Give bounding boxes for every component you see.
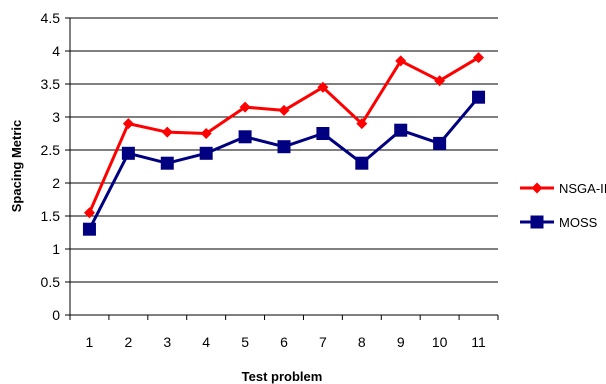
y-tick-label: 1.5 bbox=[41, 208, 61, 224]
data-point-square bbox=[433, 136, 447, 150]
data-point-square bbox=[316, 127, 330, 140]
y-tick-label: 4 bbox=[52, 43, 60, 59]
x-tick-label: 5 bbox=[241, 334, 249, 350]
data-point-diamond bbox=[83, 207, 95, 219]
x-tick-label: 1 bbox=[86, 334, 94, 350]
y-tick-label: 1 bbox=[52, 241, 60, 257]
series-nsga-ii bbox=[83, 52, 485, 219]
y-tick-label: 3 bbox=[52, 109, 60, 125]
x-axis: 1 2 3 4 5 6 7 8 9 10 11 bbox=[69, 314, 499, 350]
data-point-diamond bbox=[317, 81, 329, 93]
legend-item: NSGA-II bbox=[520, 181, 606, 196]
x-axis-title: Test problem bbox=[242, 369, 323, 384]
x-tick-label: 2 bbox=[124, 334, 132, 350]
data-point-square bbox=[160, 156, 174, 170]
x-tick-label: 3 bbox=[163, 334, 171, 350]
data-point-diamond bbox=[278, 104, 290, 116]
y-tick-label: 2 bbox=[52, 175, 60, 191]
x-tick-label: 6 bbox=[280, 334, 288, 350]
y-tick-label: 0.5 bbox=[41, 274, 61, 290]
data-point-square bbox=[199, 146, 213, 160]
data-point-diamond bbox=[239, 101, 251, 113]
legend: NSGA-II MOSS bbox=[520, 181, 606, 230]
legend-label: MOSS bbox=[559, 215, 598, 230]
data-point-diamond bbox=[531, 182, 543, 194]
series-line bbox=[88, 56, 480, 214]
x-tick-label: 7 bbox=[319, 334, 327, 350]
data-point-square bbox=[530, 215, 544, 229]
y-tick-label: 3.5 bbox=[41, 76, 61, 92]
series-moss bbox=[82, 90, 486, 236]
data-point-square bbox=[472, 90, 486, 104]
y-tick-label: 4.5 bbox=[41, 10, 61, 26]
x-tick-label: 9 bbox=[397, 334, 405, 350]
data-point-square bbox=[355, 156, 369, 170]
data-point-square bbox=[121, 146, 135, 160]
x-tick-label: 10 bbox=[432, 334, 448, 350]
data-point-diamond bbox=[161, 126, 173, 138]
data-point-square bbox=[394, 123, 408, 137]
data-point-diamond bbox=[473, 52, 485, 64]
data-point-square bbox=[82, 222, 96, 236]
series-group bbox=[82, 52, 486, 236]
data-point-square bbox=[238, 130, 252, 144]
data-point-diamond bbox=[200, 128, 212, 139]
data-point-diamond bbox=[434, 75, 446, 87]
data-point-square bbox=[277, 140, 291, 154]
data-point-diamond bbox=[122, 118, 134, 130]
grid bbox=[70, 17, 498, 316]
y-axis: 0 0.5 1 1.5 2 2.5 3 3.5 4 4.5 bbox=[41, 10, 71, 323]
x-tick-label: 11 bbox=[471, 334, 486, 350]
data-point-diamond bbox=[356, 118, 368, 130]
y-tick-label: 2.5 bbox=[41, 142, 61, 158]
y-axis-title: Spacing Metric bbox=[9, 120, 24, 212]
legend-label: NSGA-II bbox=[559, 181, 606, 196]
y-tick-label: 0 bbox=[52, 307, 60, 323]
x-tick-label: 8 bbox=[358, 334, 366, 350]
data-point-diamond bbox=[395, 55, 407, 67]
x-tick-label: 4 bbox=[202, 334, 210, 350]
legend-item: MOSS bbox=[520, 215, 598, 230]
